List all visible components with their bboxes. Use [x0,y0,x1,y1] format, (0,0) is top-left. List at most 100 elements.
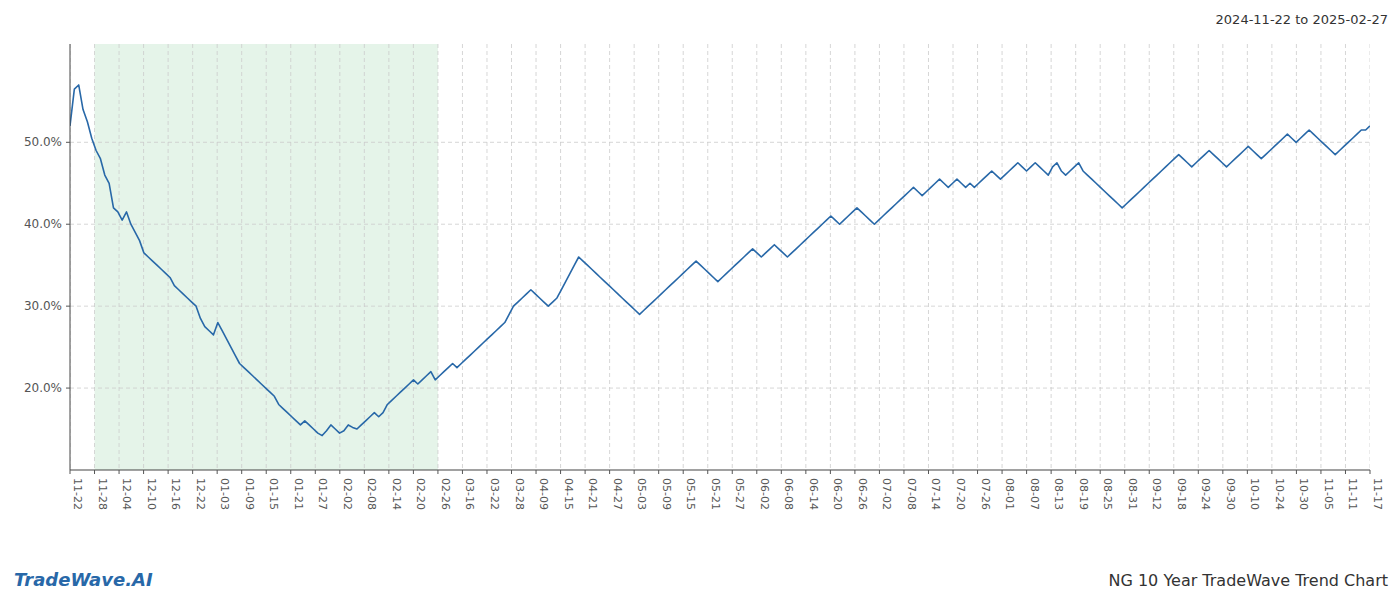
x-tick [879,470,880,474]
x-tick-label: 08-13 [1052,478,1065,510]
x-tick [1002,470,1003,474]
x-tick [903,470,904,474]
x-grid-line [879,44,880,470]
x-tick-label: 07-20 [954,478,967,510]
x-tick [953,470,954,474]
chart-container: 11-2211-2812-0412-1012-1612-2201-0301-09… [0,0,1400,600]
x-tick-label: 03-16 [463,478,476,510]
chart-svg: 11-2211-2812-0412-1012-1612-2201-0301-09… [0,0,1400,600]
x-grid-line [658,44,659,470]
y-tick [66,388,70,389]
x-tick-label: 02-26 [439,478,452,510]
x-tick-label: 02-02 [341,478,354,510]
x-tick [241,470,242,474]
x-axis-line [70,469,1370,470]
x-tick [70,470,71,474]
x-grid-line [143,44,144,470]
x-tick-label: 02-14 [390,478,403,510]
x-tick-label: 01-21 [292,478,305,510]
x-tick [1247,470,1248,474]
x-tick-label: 06-14 [807,478,820,510]
x-grid-line [536,44,537,470]
x-grid-line [977,44,978,470]
x-tick-label: 07-08 [905,478,918,510]
x-grid-line [1075,44,1076,470]
x-grid-line [217,44,218,470]
x-tick [805,470,806,474]
x-tick [560,470,561,474]
x-grid-line [486,44,487,470]
y-tick-label: 50.0% [24,135,62,149]
x-tick-label: 11-28 [96,478,109,510]
x-tick-label: 11-11 [1346,478,1359,510]
x-tick [536,470,537,474]
x-tick [928,470,929,474]
x-tick [437,470,438,474]
x-tick [511,470,512,474]
x-tick [1320,470,1321,474]
x-tick-label: 09-30 [1224,478,1237,510]
x-tick [1345,470,1346,474]
x-tick-label: 06-08 [782,478,795,510]
x-tick [364,470,365,474]
x-grid-line [928,44,929,470]
x-tick [1100,470,1101,474]
plot-area [70,44,1370,470]
x-tick-label: 05-27 [733,478,746,510]
x-grid-line [1222,44,1223,470]
x-tick-label: 06-02 [758,478,771,510]
y-grid-line [70,224,1370,225]
x-grid-line [1173,44,1174,470]
x-tick-label: 08-25 [1101,478,1114,510]
x-tick [1173,470,1174,474]
x-tick [119,470,120,474]
x-tick-label: 08-19 [1077,478,1090,510]
x-tick-label: 08-31 [1126,478,1139,510]
x-tick-label: 11-17 [1371,478,1384,510]
x-tick [486,470,487,474]
x-grid-line [707,44,708,470]
x-grid-line [70,44,71,470]
x-tick [634,470,635,474]
subtitle: 2024-11-22 to 2025-02-27 [1216,12,1388,27]
annotation: TradeWave.AI [14,569,153,590]
y-tick-label: 30.0% [24,299,62,313]
x-grid-line [1370,44,1371,470]
x-grid-line [830,44,831,470]
x-grid-line [462,44,463,470]
title: NG 10 Year TradeWave Trend Chart [1108,571,1388,590]
x-tick [683,470,684,474]
x-tick-label: 09-24 [1199,478,1212,510]
x-grid-line [560,44,561,470]
x-tick [585,470,586,474]
x-grid-line [1100,44,1101,470]
x-tick-label: 06-20 [831,478,844,510]
x-grid-line [364,44,365,470]
x-tick-label: 03-22 [488,478,501,510]
x-grid-line [1198,44,1199,470]
x-tick [977,470,978,474]
x-grid-line [805,44,806,470]
x-tick [413,470,414,474]
x-tick [1296,470,1297,474]
x-tick [756,470,757,474]
x-grid-line [1124,44,1125,470]
y-tick-label: 40.0% [24,217,62,231]
x-tick-label: 12-10 [145,478,158,510]
y-grid-line [70,306,1370,307]
x-tick [388,470,389,474]
x-tick-label: 10-30 [1297,478,1310,510]
x-tick [1198,470,1199,474]
x-tick-label: 01-03 [218,478,231,510]
x-tick-label: 04-21 [586,478,599,510]
x-tick [192,470,193,474]
x-grid-line [854,44,855,470]
x-tick-label: 07-26 [979,478,992,510]
x-tick-label: 12-22 [194,478,207,510]
x-tick [290,470,291,474]
x-grid-line [437,44,438,470]
x-tick-label: 11-22 [71,478,84,510]
x-tick-label: 03-28 [513,478,526,510]
x-tick-label: 01-27 [316,478,329,510]
x-grid-line [756,44,757,470]
